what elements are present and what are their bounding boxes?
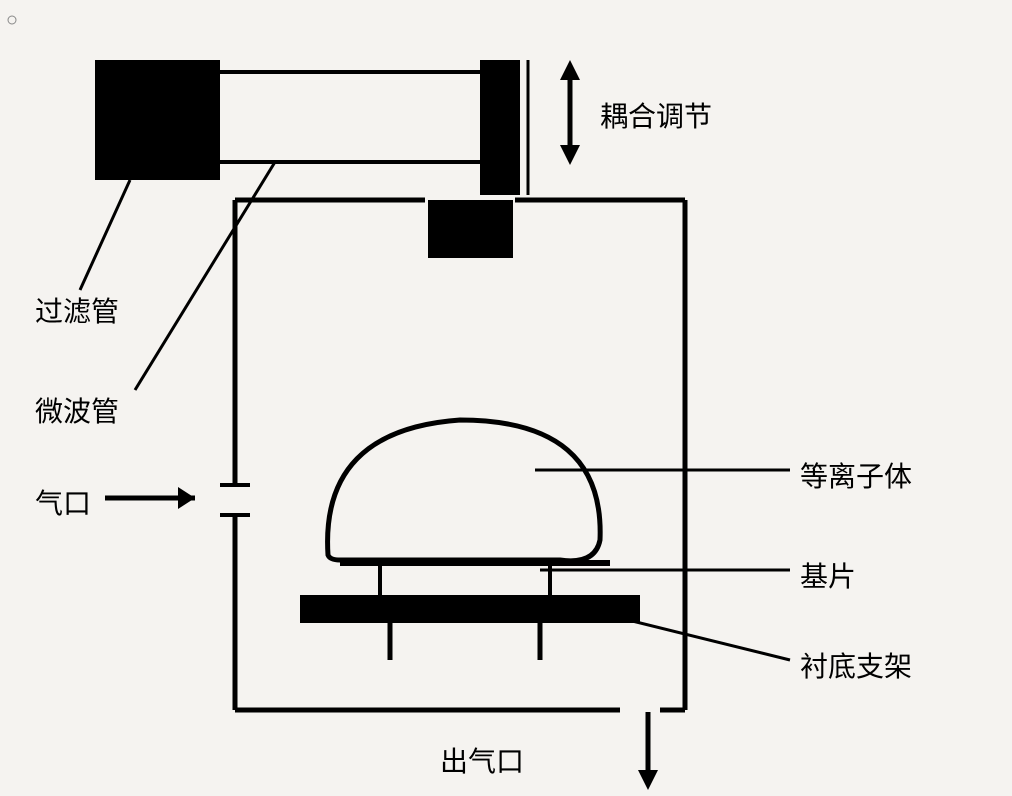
label-coupling-adjust: 耦合调节 bbox=[600, 95, 712, 135]
leader-filter bbox=[80, 180, 130, 290]
leader-holder bbox=[620, 618, 790, 660]
coupling-arrow bbox=[560, 60, 580, 165]
coupler-block bbox=[480, 60, 520, 195]
corner-dot bbox=[8, 16, 16, 24]
label-microwave-tube: 微波管 bbox=[35, 390, 119, 430]
label-substrate: 基片 bbox=[800, 555, 856, 595]
label-filter-tube: 过滤管 bbox=[35, 290, 119, 330]
chamber bbox=[235, 200, 685, 710]
label-substrate-holder: 衬底支架 bbox=[800, 645, 912, 685]
leader-microwave bbox=[135, 162, 275, 390]
outlet-arrow bbox=[638, 712, 658, 790]
label-plasma: 等离子体 bbox=[800, 455, 912, 495]
holder-plate bbox=[300, 595, 640, 623]
filter-box bbox=[95, 60, 220, 180]
substrate-plate bbox=[340, 560, 610, 566]
gas-inlet-arrow bbox=[105, 487, 195, 509]
plasma-shape bbox=[328, 420, 601, 561]
label-gas-inlet: 气口 bbox=[35, 482, 91, 522]
label-gas-outlet: 出气口 bbox=[440, 740, 524, 780]
antenna-block bbox=[428, 200, 513, 258]
